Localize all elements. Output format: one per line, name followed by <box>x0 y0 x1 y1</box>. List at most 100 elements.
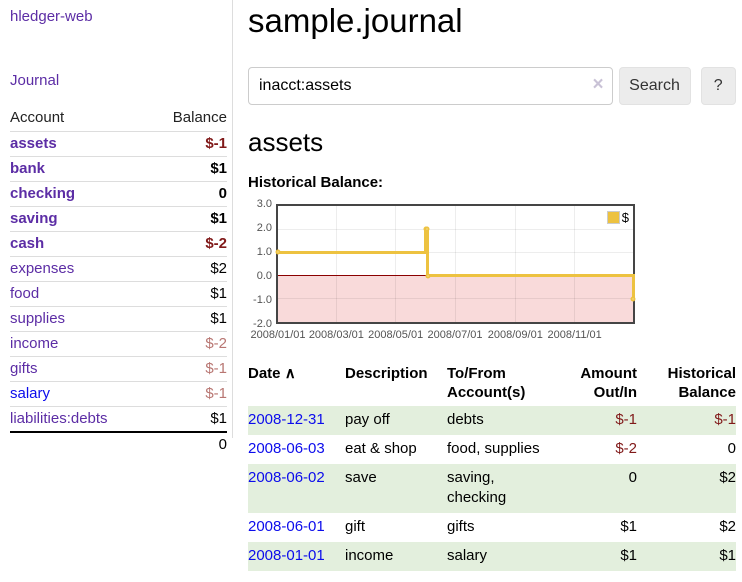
chart-y-axis: 3.0 2.0 1.0 0.0 -1.0 -2.0 <box>248 198 272 330</box>
chart-x-tick-label: 2008/09/01 <box>487 329 543 341</box>
search-button[interactable]: Search <box>618 67 691 105</box>
transaction-date-link[interactable]: 2008-06-02 <box>248 469 325 486</box>
account-link-checking[interactable]: checking <box>10 185 76 202</box>
legend-swatch-icon <box>606 211 620 224</box>
chart-x-tick-label: 2008/03/01 <box>308 329 364 341</box>
transaction-accounts: salary <box>447 547 488 564</box>
chart-y-tick-label: 0.0 <box>256 270 272 282</box>
legend-label: $ <box>621 210 629 225</box>
account-link-bank[interactable]: bank <box>10 160 46 177</box>
account-balance: $1 <box>210 310 227 327</box>
transaction-accounts: gifts <box>447 518 475 535</box>
register-col-accounts: To/From Account(s) <box>447 365 526 401</box>
search-box: × <box>248 67 613 105</box>
account-heading: assets <box>248 127 324 157</box>
register-table: Date ∧ Description To/From Account(s) Am… <box>248 362 736 571</box>
account-link-food[interactable]: food <box>10 285 40 302</box>
transaction-date-link[interactable]: 2008-06-01 <box>248 518 325 535</box>
register-col-date[interactable]: Date ∧ <box>248 362 345 406</box>
account-link-supplies[interactable]: supplies <box>10 310 66 327</box>
chart-x-axis: 2008/01/01 2008/03/01 2008/05/01 2008/07/01… <box>250 329 633 343</box>
account-link-assets[interactable]: assets <box>10 135 57 152</box>
account-balance: $2 <box>210 260 227 277</box>
transaction-date-link[interactable]: 2008-06-03 <box>248 440 325 457</box>
accounts-total-row: 0 <box>10 432 227 457</box>
transaction-amount: $1 <box>620 518 637 535</box>
chart-gridline <box>574 206 576 322</box>
account-balance: $-2 <box>205 335 227 352</box>
accounts-total: 0 <box>218 436 227 453</box>
transaction-balance: $-1 <box>714 411 736 428</box>
chart-line-segment <box>278 250 426 254</box>
main-content: sample.journal × Search ? assets Histori… <box>248 0 736 571</box>
account-link-expenses[interactable]: expenses <box>10 260 75 277</box>
account-balance: $-2 <box>205 235 227 252</box>
chart-point-marker <box>424 226 430 232</box>
account-link-income[interactable]: income <box>10 335 59 352</box>
account-row: supplies $1 <box>10 306 227 332</box>
account-link-gifts[interactable]: gifts <box>10 360 38 377</box>
chart-line-segment <box>426 227 430 278</box>
transaction-accounts: saving, checking <box>447 469 507 506</box>
accounts-table: Account Balance assets $-1 bank $1 check… <box>10 106 227 457</box>
chart-x-tick-label: 2008/11/01 <box>547 329 602 341</box>
register-header-row: Date ∧ Description To/From Account(s) Am… <box>248 362 736 406</box>
transaction-date-link[interactable]: 2008-01-01 <box>248 547 325 564</box>
chart-gridline <box>335 206 337 322</box>
chart-y-tick-label: 3.0 <box>256 198 272 210</box>
chart-point-marker <box>630 296 636 302</box>
chart-negative-region <box>278 275 633 322</box>
chart-legend: $ <box>606 210 629 225</box>
search-form: × Search ? <box>248 67 736 105</box>
account-link-cash[interactable]: cash <box>10 235 45 252</box>
account-row: salary $-1 <box>10 381 227 407</box>
account-link-saving[interactable]: saving <box>10 210 58 227</box>
account-row: gifts $-1 <box>10 356 227 382</box>
account-row: food $1 <box>10 281 227 307</box>
transaction-amount: $-2 <box>615 440 637 457</box>
register-col-amount: Amount Out/In <box>580 365 637 401</box>
chart-gridline <box>278 298 633 300</box>
register-row: 2008-06-02 save saving, checking 0 $2 <box>248 464 736 513</box>
account-link-liabilities-debts[interactable]: liabilities:debts <box>10 410 108 427</box>
account-row: liabilities:debts $1 <box>10 406 227 433</box>
transaction-date-link[interactable]: 2008-12-31 <box>248 411 325 428</box>
register-col-date-label: Date <box>248 365 281 382</box>
account-balance: 0 <box>218 185 227 202</box>
account-balance: $1 <box>210 210 227 227</box>
search-input[interactable] <box>248 67 613 105</box>
transaction-balance: $2 <box>719 469 736 486</box>
transaction-description: save <box>345 469 377 486</box>
transaction-balance: $1 <box>719 547 736 564</box>
register-col-balance: Historical Balance <box>667 365 736 401</box>
sidebar: hledger-web Journal Account Balance asse… <box>0 0 233 453</box>
chart-gridline <box>514 206 516 322</box>
chart-y-tick-label: -2.0 <box>253 318 272 330</box>
chart-y-tick-label: 1.0 <box>256 246 272 258</box>
chart-gridline <box>278 251 633 253</box>
account-balance: $1 <box>210 285 227 302</box>
transaction-balance: $2 <box>719 518 736 535</box>
account-link-salary[interactable]: salary <box>10 385 51 402</box>
page-title: sample.journal <box>248 2 463 39</box>
account-row: expenses $2 <box>10 256 227 282</box>
register-row: 2008-06-03 eat & shop food, supplies $-2… <box>248 435 736 464</box>
transaction-description: gift <box>345 518 366 535</box>
chart-y-tick-label: -1.0 <box>253 294 272 306</box>
chart-gridline <box>454 206 456 322</box>
help-button[interactable]: ? <box>700 67 736 105</box>
brand-link[interactable]: hledger-web <box>10 8 93 25</box>
account-balance: $1 <box>210 410 227 427</box>
account-row: checking 0 <box>10 181 227 207</box>
transaction-accounts: food, supplies <box>447 440 540 457</box>
transaction-accounts: debts <box>447 411 484 428</box>
account-balance: $1 <box>210 160 227 177</box>
chart-x-tick-label: 2008/01/01 <box>250 329 306 341</box>
accounts-col-balance: Balance <box>172 109 227 126</box>
clear-search-icon[interactable]: × <box>592 74 604 95</box>
chart-line-segment <box>427 274 633 278</box>
transaction-description: pay off <box>345 411 390 428</box>
transaction-amount: $1 <box>620 547 637 564</box>
account-balance: $-1 <box>205 135 227 152</box>
sidebar-item-journal[interactable]: Journal <box>10 72 60 89</box>
